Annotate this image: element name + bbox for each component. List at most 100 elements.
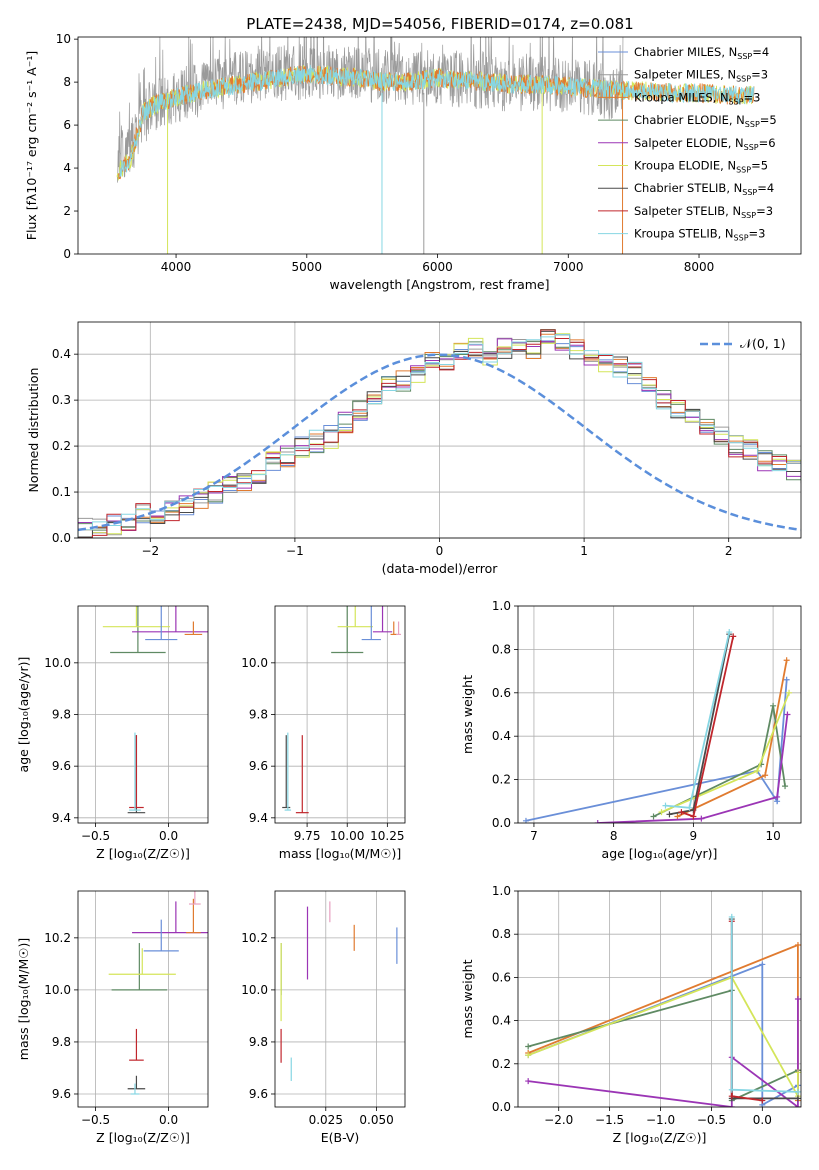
y-tick-label: 0.0 xyxy=(492,816,511,830)
mass-weight-marker xyxy=(728,1086,735,1093)
plot-area xyxy=(522,629,793,823)
mass-weight-marker xyxy=(525,1043,532,1050)
x-tick-label: −0.5 xyxy=(697,1113,726,1127)
mass-weight-line-chabrier_elodie xyxy=(653,705,786,818)
model-spectrum-kroupa_stelib xyxy=(119,64,755,178)
axes-frame xyxy=(274,890,406,1108)
x-tick-label: 10 xyxy=(765,829,780,843)
mass-weight-marker xyxy=(666,811,673,818)
mass-weight-marker xyxy=(525,1052,532,1059)
y-tick-label: 9.8 xyxy=(52,708,71,722)
x-tick-label: 8 xyxy=(610,829,618,843)
x-axis-label: Z [log₁₀(Z/Z☉)] xyxy=(96,846,190,861)
y-tick-label: 9.4 xyxy=(249,811,268,825)
y-tick-label: 10.2 xyxy=(241,931,268,945)
y-tick-label: 9.8 xyxy=(52,1035,71,1049)
y-tick-label: 0.2 xyxy=(492,773,511,787)
mass-weight-marker xyxy=(730,633,737,640)
mass-weight-line-chabrier_miles xyxy=(525,679,788,822)
y-tick-label: 2 xyxy=(63,204,71,218)
x-tick-label: 6000 xyxy=(422,260,453,274)
x-tick-label: 7 xyxy=(530,829,538,843)
y-tick-label: 0.0 xyxy=(52,531,71,545)
mass-weight-marker xyxy=(774,793,781,800)
y-tick-label: 0.2 xyxy=(52,439,71,453)
x-tick-label: 0.050 xyxy=(359,1113,393,1127)
y-tick-label: 0.6 xyxy=(492,970,511,984)
plot-area xyxy=(280,901,398,1081)
mass-weight-line-kroupa_elodie xyxy=(527,976,799,1100)
mass-weight-marker xyxy=(728,1093,735,1100)
x-tick-label: 9 xyxy=(690,829,698,843)
axes-frame xyxy=(517,890,802,1108)
mass-weight-marker xyxy=(662,802,669,809)
mass-weight-marker xyxy=(783,657,790,664)
mass-weight-marker xyxy=(794,1104,801,1107)
mass-weight-marker xyxy=(674,813,681,820)
axes-spectrum: 4000 5000 6000 7000 8000 0 2 4 6 8 10 wavelength [A… xyxy=(56,32,802,292)
mass-weight-marker xyxy=(794,996,801,1002)
mass-weight-marker xyxy=(698,815,705,822)
y-tick-label: 10.0 xyxy=(241,656,268,670)
model-spectrum-kroupa_miles xyxy=(118,65,755,180)
y-axis-label: mass weight xyxy=(460,675,475,754)
x-tick-label: 4000 xyxy=(161,260,192,274)
y-tick-label: 9.4 xyxy=(52,811,71,825)
x-tick-label: −0.5 xyxy=(81,829,110,843)
x-tick-label: −0.5 xyxy=(81,1113,110,1127)
y-tick-label: 10.2 xyxy=(44,931,71,945)
y-tick-label: 0.2 xyxy=(492,1057,511,1071)
mass-weight-marker xyxy=(686,804,693,811)
x-tick-label: 0.025 xyxy=(309,1113,343,1127)
x-axis-label: Z [log₁₀(Z/Z☉)] xyxy=(613,1130,707,1145)
axes-massweight_vs_Z: −2.0 −1.5 −1.0 −0.5 0.0 0.0 0.2 0.4 0.6 0.8 1.0 Z [… xyxy=(492,884,802,1145)
y-tick-label: 9.6 xyxy=(52,759,71,773)
mass-weight-marker xyxy=(594,820,601,823)
y-axis-label: mass [log₁₀(M/M☉)] xyxy=(16,938,31,1060)
mass-weight-marker xyxy=(786,689,793,696)
legend-entry: Chabrier STELIB, NSSP=4 xyxy=(634,181,774,197)
mass-weight-marker xyxy=(782,783,789,790)
mass-weight-marker xyxy=(728,1104,735,1107)
mass-weight-line-salpeter_stelib xyxy=(730,921,763,1102)
y-tick-label: 1.0 xyxy=(492,599,511,613)
mass-weight-marker xyxy=(784,711,791,718)
y-tick-label: 0.3 xyxy=(52,393,71,407)
page-title: PLATE=2438, MJD=54056, FIBERID=0174, z=0… xyxy=(246,15,633,33)
x-tick-label: −2 xyxy=(141,544,159,558)
hist-series-chabrier_miles xyxy=(78,340,801,538)
y-tick-label: 0.6 xyxy=(492,686,511,700)
y-tick-label: 0.0 xyxy=(492,1100,511,1114)
y-tick-label: 9.8 xyxy=(249,708,268,722)
mass-weight-marker xyxy=(759,961,766,968)
mass-weight-marker xyxy=(690,813,697,820)
mass-weight-marker xyxy=(678,809,685,816)
x-axis-label: wavelength [Angstrom, rest frame] xyxy=(329,277,549,292)
x-axis-label: age [log₁₀(age/yr)] xyxy=(602,846,718,861)
x-tick-label: 2 xyxy=(725,544,733,558)
legend-entry: Kroupa MILES, NSSP=3 xyxy=(634,90,760,106)
y-tick-label: 4 xyxy=(63,161,71,175)
y-axis-label: mass weight xyxy=(460,959,475,1038)
mass-weight-marker xyxy=(726,629,733,636)
y-axis-label: age [log₁₀(age/yr)] xyxy=(16,657,31,773)
mass-weight-marker xyxy=(754,767,761,774)
legend-entry: Kroupa ELODIE, NSSP=5 xyxy=(634,159,768,175)
legend-entry: Chabrier ELODIE, NSSP=5 xyxy=(634,113,777,129)
y-tick-label: 0 xyxy=(63,247,71,261)
y-tick-label: 0.1 xyxy=(52,485,71,499)
y-tick-label: 9.6 xyxy=(52,1087,71,1101)
mass-weight-marker xyxy=(728,913,735,920)
mass-weight-line-salpeter_elodie xyxy=(597,714,789,823)
axes-mass_vs_Z: −0.5 0.0 9.6 9.8 10.0 10.2 Z [log₁₀(Z/Z☉)] xyxy=(44,890,209,1145)
mass-weight-marker xyxy=(783,676,790,683)
y-tick-label: 9.6 xyxy=(249,1087,268,1101)
mass-weight-line-chabrier_stelib xyxy=(730,919,798,1100)
mass-weight-marker xyxy=(759,1097,766,1104)
mass-weight-marker xyxy=(762,772,769,779)
axes-residual_hist: −2 −1 0 1 2 0.0 0.1 0.2 0.3 0.4 (data-model)/error xyxy=(52,321,802,576)
y-axis-label: Normed distribution xyxy=(26,368,41,493)
mass-weight-marker xyxy=(794,1095,801,1102)
y-tick-label: 0.4 xyxy=(492,1014,511,1028)
x-tick-label: 1 xyxy=(580,544,588,558)
